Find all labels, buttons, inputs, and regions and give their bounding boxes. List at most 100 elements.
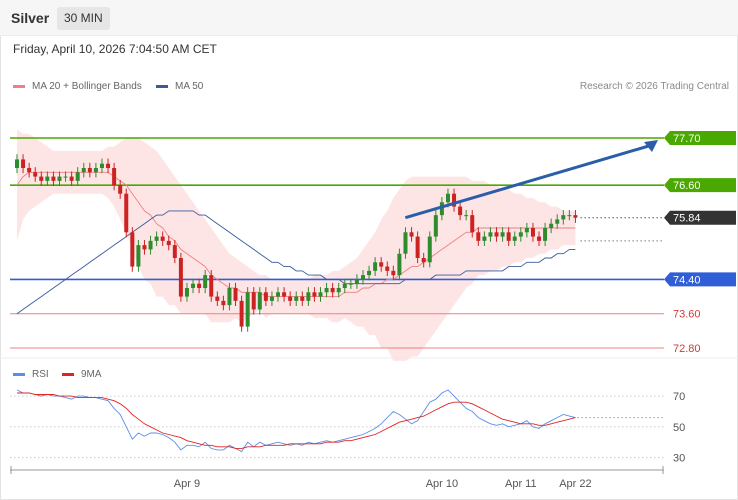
- candle-body: [221, 300, 226, 306]
- timeframe-badge[interactable]: 30 MIN: [57, 7, 110, 30]
- candle-body: [245, 292, 250, 327]
- candle-body: [537, 236, 542, 241]
- ma50-line: [16, 210, 576, 315]
- candle-body: [433, 215, 438, 237]
- candle-body: [99, 163, 104, 168]
- candle-body: [215, 296, 220, 301]
- candle-body: [178, 258, 183, 297]
- forecast-arrow-head: [644, 140, 658, 152]
- rsi-tick-50: 50: [673, 422, 685, 434]
- candle-body: [288, 296, 293, 301]
- level-label-74.40: 74.40: [673, 274, 701, 286]
- candle-body: [421, 258, 426, 263]
- candle-body: [257, 292, 262, 310]
- candle-body: [567, 215, 572, 217]
- candle-body: [470, 215, 475, 233]
- candle-body: [397, 253, 402, 276]
- candle-body: [263, 292, 268, 301]
- candle-body: [360, 275, 365, 280]
- candle-body: [282, 292, 287, 297]
- candle-body: [403, 232, 408, 254]
- candle-body: [184, 288, 189, 297]
- candle-body: [106, 163, 111, 168]
- current-price-tag: [664, 210, 736, 225]
- candle-body: [385, 266, 390, 271]
- legend-9ma: 9MA: [62, 369, 102, 380]
- candle-body: [233, 288, 238, 301]
- legend-rsi: RSI: [13, 369, 49, 380]
- level-tag-77.70: [664, 131, 736, 145]
- candle-body: [112, 168, 117, 186]
- forecast-arrow-shaft: [404, 143, 653, 220]
- rsi-ma9-line: [17, 392, 576, 449]
- candle-body: [367, 270, 372, 276]
- rsi-line: [16, 389, 576, 453]
- candle-body: [318, 292, 323, 297]
- candle-body: [573, 215, 578, 218]
- candle-body: [300, 296, 305, 301]
- candle-body: [27, 168, 32, 173]
- candle-body: [294, 296, 299, 301]
- level-label-76.60: 76.60: [673, 180, 701, 192]
- candle-body: [312, 292, 317, 297]
- candle-body: [148, 240, 153, 250]
- ma50-label: MA 50: [175, 81, 204, 92]
- candle-body: [518, 232, 523, 237]
- legend-ma50: MA 50: [156, 81, 203, 92]
- candle-body: [191, 283, 196, 288]
- candle-body: [45, 176, 50, 181]
- candle-body: [87, 168, 92, 173]
- ma20-label: MA 20 + Bollinger Bands: [32, 81, 142, 92]
- candle-body: [530, 228, 535, 237]
- candle-body: [324, 288, 329, 293]
- candle-body: [154, 236, 159, 241]
- candle-body: [506, 232, 511, 241]
- candle-body: [172, 245, 177, 258]
- candle-body: [476, 232, 481, 241]
- candle-body: [427, 236, 432, 263]
- rsi-tick-30: 30: [673, 453, 685, 465]
- level-label-72.80: 72.80: [673, 343, 701, 355]
- candle-body: [445, 193, 450, 203]
- candle-body: [452, 193, 457, 207]
- candle-body: [379, 262, 384, 267]
- candle-body: [500, 232, 505, 237]
- rsi-tick-70: 70: [673, 391, 685, 403]
- candle-body: [464, 215, 469, 217]
- candle-body: [494, 232, 499, 237]
- x-tick-Apr-22: Apr 22: [559, 478, 591, 490]
- candle-body: [342, 283, 347, 288]
- candle-body: [373, 262, 378, 271]
- candle-body: [549, 223, 554, 228]
- candle-body: [269, 296, 274, 301]
- rsi-label: RSI: [32, 369, 49, 380]
- candle-body: [75, 172, 80, 181]
- candle-body: [63, 176, 68, 178]
- legend-ma20: MA 20 + Bollinger Bands: [13, 81, 142, 92]
- x-tick-Apr-11: Apr 11: [505, 478, 537, 490]
- candle-body: [136, 245, 141, 267]
- chart-header: Silver 30 MIN: [0, 0, 738, 36]
- candle-body: [197, 283, 202, 288]
- candle-body: [166, 240, 171, 246]
- research-credit: Research © 2026 Trading Central: [579, 81, 729, 92]
- candle-body: [555, 219, 560, 224]
- candle-body: [415, 236, 420, 258]
- instrument-title: Silver: [11, 10, 50, 26]
- candle-body: [81, 168, 86, 173]
- candle-body: [160, 236, 165, 241]
- candle-body: [512, 236, 517, 241]
- level-label-73.60: 73.60: [673, 309, 701, 321]
- candle-body: [336, 288, 341, 293]
- candle-body: [561, 215, 566, 220]
- candle-body: [130, 232, 135, 267]
- candle-body: [239, 300, 244, 327]
- candle-body: [203, 275, 208, 288]
- ma50-swatch: [156, 85, 168, 88]
- ma9-label: 9MA: [81, 369, 102, 380]
- candle-body: [482, 236, 487, 241]
- level-tag-76.60: [664, 178, 736, 193]
- candle-body: [142, 245, 147, 250]
- candle-body: [354, 279, 359, 284]
